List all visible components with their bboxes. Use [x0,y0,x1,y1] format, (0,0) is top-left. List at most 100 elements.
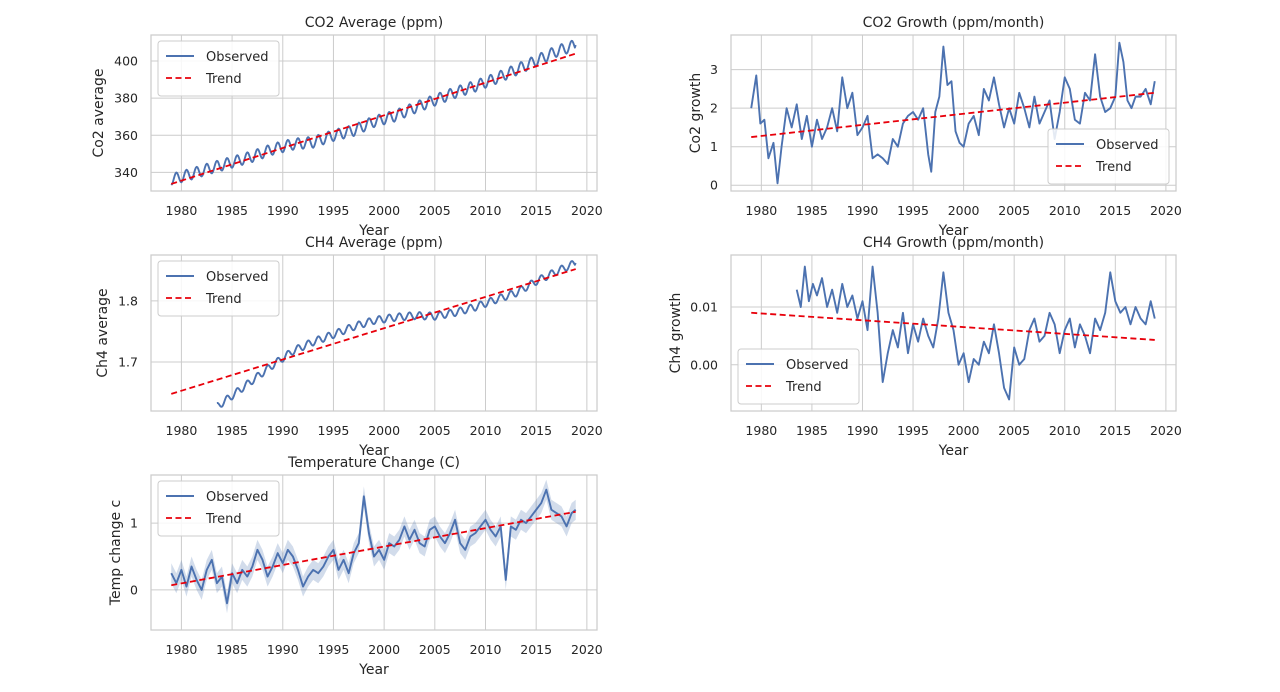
legend-trend-label: Trend [1095,160,1132,175]
x-tick-label: 1980 [166,203,198,218]
x-tick-label: 2010 [470,203,502,218]
legend-trend-label: Trend [205,292,242,307]
axes-frame [730,34,1177,192]
y-tick-label: 0 [130,582,138,597]
x-tick-label: 2015 [520,642,552,657]
y-tick-label: 400 [114,54,138,69]
x-tick-label: 2005 [419,642,451,657]
y-tick-label: 1 [130,516,138,531]
legend-trend-label: Trend [205,72,242,87]
y-tick-label: 0.01 [690,300,718,315]
x-tick-label: 1990 [847,423,879,438]
x-tick-label: 2000 [368,423,400,438]
y-tick-label: 3 [710,62,718,77]
legend-trend-label: Trend [205,512,242,527]
x-tick-label: 2015 [520,423,552,438]
panel-title: CH4 Average (ppm) [305,235,443,251]
series-trend-line [171,268,576,395]
panel-ch4-average: 1980 1985 1990 1995 2000 2005 2010 2015 2020 1.7 1… [95,235,603,459]
x-tick-label: 2000 [948,423,980,438]
legend-box [157,260,280,317]
x-tick-label: 2000 [368,203,400,218]
x-tick-label: 2010 [470,423,502,438]
x-tick-label: 2015 [520,203,552,218]
y-tick-label: 0 [710,178,718,193]
x-tick-label: 1990 [267,423,299,438]
panel-ch4-growth: 1980 1985 1990 1995 2000 2005 2010 2015 2020 0.00… [668,235,1182,459]
x-axis-label: Year [358,223,389,239]
y-tick-label: 1.8 [118,293,138,308]
y-axis-label: Ch4 growth [668,293,684,374]
x-tick-label: 2020 [571,642,603,657]
y-tick-label: 380 [114,91,138,106]
x-tick-label: 1990 [267,203,299,218]
legend-box [157,40,280,97]
x-tick-label: 2020 [571,423,603,438]
y-tick-label: 0.00 [690,357,718,372]
panel-title: CO2 Average (ppm) [305,15,443,31]
panel-co2-average: 1980 1985 1990 1995 2000 2005 2010 2015 2020 340 3… [91,15,603,239]
axes-frame [150,474,598,631]
x-tick-label: 2010 [1049,423,1081,438]
x-tick-label: 1995 [897,423,929,438]
x-tick-label: 2015 [1099,203,1131,218]
legend: Observed Trend [157,260,280,317]
series-observed-line [216,260,577,408]
legend-observed-label: Observed [206,270,269,285]
panel-title: Temperature Change (C) [287,455,460,471]
x-axis-label: Year [358,443,389,459]
confidence-band [171,479,576,614]
x-tick-label: 2020 [571,203,603,218]
x-tick-label: 1980 [166,423,198,438]
legend-box [157,480,280,537]
x-tick-label: 2020 [1150,203,1182,218]
x-tick-label: 1985 [216,203,248,218]
x-tick-label: 1995 [318,423,350,438]
y-axis-label: Temp change c [108,500,124,606]
x-tick-label: 2010 [1049,203,1081,218]
series-observed-line [795,265,1156,401]
x-tick-label: 1985 [796,423,828,438]
x-tick-label: 2005 [998,423,1030,438]
series-observed-line [170,488,577,605]
y-tick-label: 340 [114,165,138,180]
x-axis-label: Year [358,662,389,678]
x-tick-label: 1990 [847,203,879,218]
axes-frame [150,34,598,192]
y-tick-label: 1 [710,139,718,154]
panel-temperature-change: 1980 1985 1990 1995 2000 2005 2010 2015 2020 0 1 Te… [108,455,603,678]
y-axis-label: Co2 average [91,68,107,157]
panel-title: CO2 Growth (ppm/month) [863,15,1045,31]
x-tick-label: 1995 [897,203,929,218]
axes-frame [150,254,598,412]
x-tick-label: 1980 [745,203,777,218]
x-tick-label: 2000 [948,203,980,218]
x-tick-label: 1985 [216,423,248,438]
x-tick-label: 2020 [1150,423,1182,438]
legend: Observed Trend [737,348,860,405]
x-tick-label: 1980 [745,423,777,438]
x-tick-label: 1980 [166,642,198,657]
axes-frame [730,254,1177,412]
legend-observed-label: Observed [786,358,849,373]
panel-title: CH4 Growth (ppm/month) [863,235,1044,251]
series-trend-line [751,311,1155,341]
legend-observed-label: Observed [206,490,269,505]
x-tick-label: 2005 [419,423,451,438]
x-tick-label: 2005 [998,203,1030,218]
y-tick-label: 1.7 [118,355,138,370]
legend: Observed Trend [157,480,280,537]
x-tick-label: 1995 [318,642,350,657]
y-axis-label: Co2 growth [688,73,704,153]
x-tick-label: 1985 [216,642,248,657]
x-tick-label: 2015 [1099,423,1131,438]
x-tick-label: 1985 [796,203,828,218]
legend: Observed Trend [157,40,280,97]
x-tick-label: 2005 [419,203,451,218]
grid-lines [151,35,597,191]
x-axis-label: Year [938,223,969,239]
legend-observed-label: Observed [1096,138,1159,153]
panel-co2-growth: 1980 1985 1990 1995 2000 2005 2010 2015 2020 0 1 2 3… [688,15,1182,239]
x-tick-label: 1995 [318,203,350,218]
